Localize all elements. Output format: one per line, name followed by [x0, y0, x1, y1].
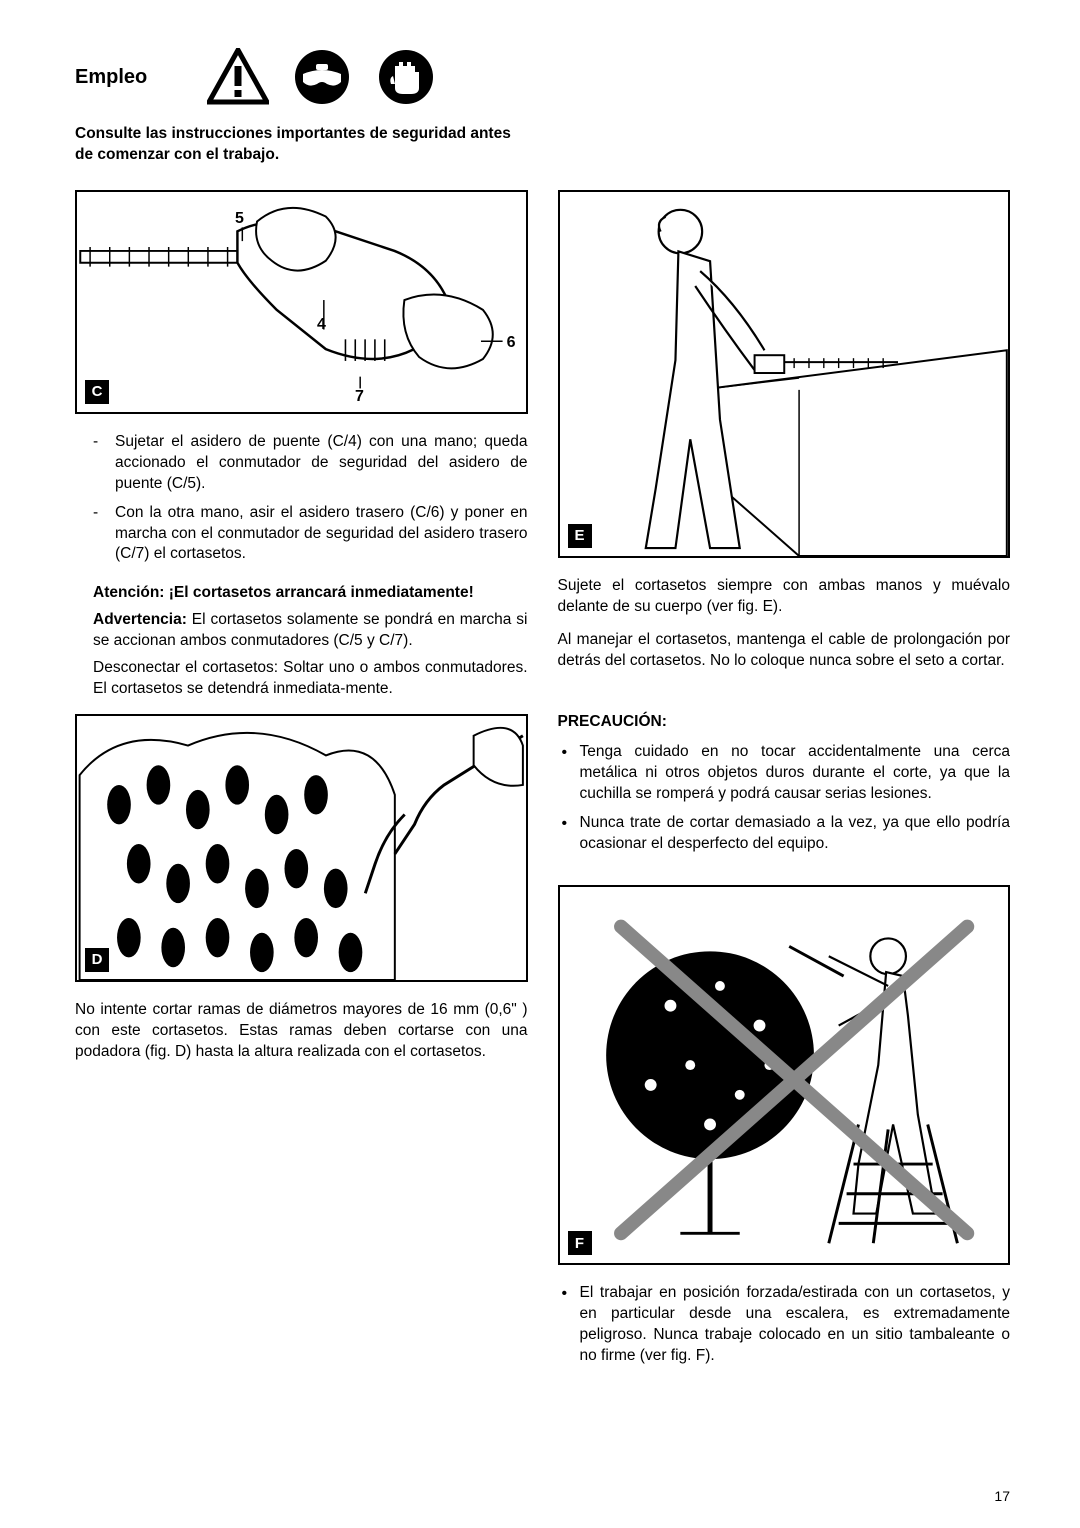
precaution-heading: PRECAUCIÓN: [558, 712, 1011, 733]
disconnect-line: Desconectar el cortasetos: Soltar uno o … [93, 658, 528, 700]
left-column: 5 4 6 7 C Sujetar el asidero de puente (… [75, 190, 528, 1385]
page-number: 17 [994, 1488, 1010, 1504]
figure-c-badge: C [85, 380, 109, 404]
figure-e-badge: E [568, 524, 592, 548]
list-item: Nunca trate de cortar demasiado a la vez… [558, 813, 1011, 855]
figure-e: E [558, 190, 1011, 558]
warning-line: Advertencia: El cortasetos solamente se … [93, 610, 528, 652]
below-figure-f-list: El trabajar en posición forzada/estirada… [558, 1283, 1011, 1367]
list-item: Sujetar el asidero de puente (C/4) con u… [93, 432, 528, 495]
list-item: Tenga cuidado en no tocar accidentalment… [558, 742, 1011, 805]
intro-instructions: Consulte las instrucciones importantes d… [75, 124, 525, 166]
safety-goggles-icon [291, 48, 353, 106]
figure-c-illustration [77, 192, 526, 412]
figure-d-illustration [77, 716, 526, 980]
right-column: E Sujete el cortasetos siempre con ambas… [558, 190, 1011, 1385]
safety-icon-row [207, 48, 437, 106]
attention-line: Atención: ¡El cortasetos arrancará inmed… [93, 583, 528, 604]
attention-block: Atención: ¡El cortasetos arrancará inmed… [93, 583, 528, 700]
header-row: Empleo [75, 48, 1010, 106]
figure-c: 5 4 6 7 C [75, 190, 528, 414]
figure-c-label-5: 5 [235, 210, 244, 228]
below-figure-e-text-1: Sujete el cortasetos siempre con ambas m… [558, 576, 1011, 618]
grip-instructions-list: Sujetar el asidero de puente (C/4) con u… [93, 432, 528, 566]
safety-gloves-icon [375, 48, 437, 106]
figure-e-illustration [560, 192, 1009, 556]
figure-f-badge: F [568, 1231, 592, 1255]
warning-triangle-icon [207, 48, 269, 106]
figure-c-label-6: 6 [507, 334, 516, 352]
figure-c-label-4: 4 [317, 316, 326, 334]
figure-d-badge: D [85, 948, 109, 972]
figure-f: F [558, 885, 1011, 1265]
figure-c-label-7: 7 [355, 388, 364, 406]
list-item: El trabajar en posición forzada/estirada… [558, 1283, 1011, 1367]
section-title: Empleo [75, 66, 147, 89]
precaution-list: Tenga cuidado en no tocar accidentalment… [558, 742, 1011, 855]
figure-d: D [75, 714, 528, 982]
figure-f-illustration [560, 887, 1009, 1263]
list-item: Con la otra mano, asir el asidero traser… [93, 503, 528, 566]
below-figure-e-text-2: Al manejar el cortasetos, mantenga el ca… [558, 630, 1011, 672]
warning-lead: Advertencia: [93, 611, 187, 628]
below-figure-d-text: No intente cortar ramas de diámetros may… [75, 1000, 528, 1063]
two-column-layout: 5 4 6 7 C Sujetar el asidero de puente (… [75, 190, 1010, 1385]
